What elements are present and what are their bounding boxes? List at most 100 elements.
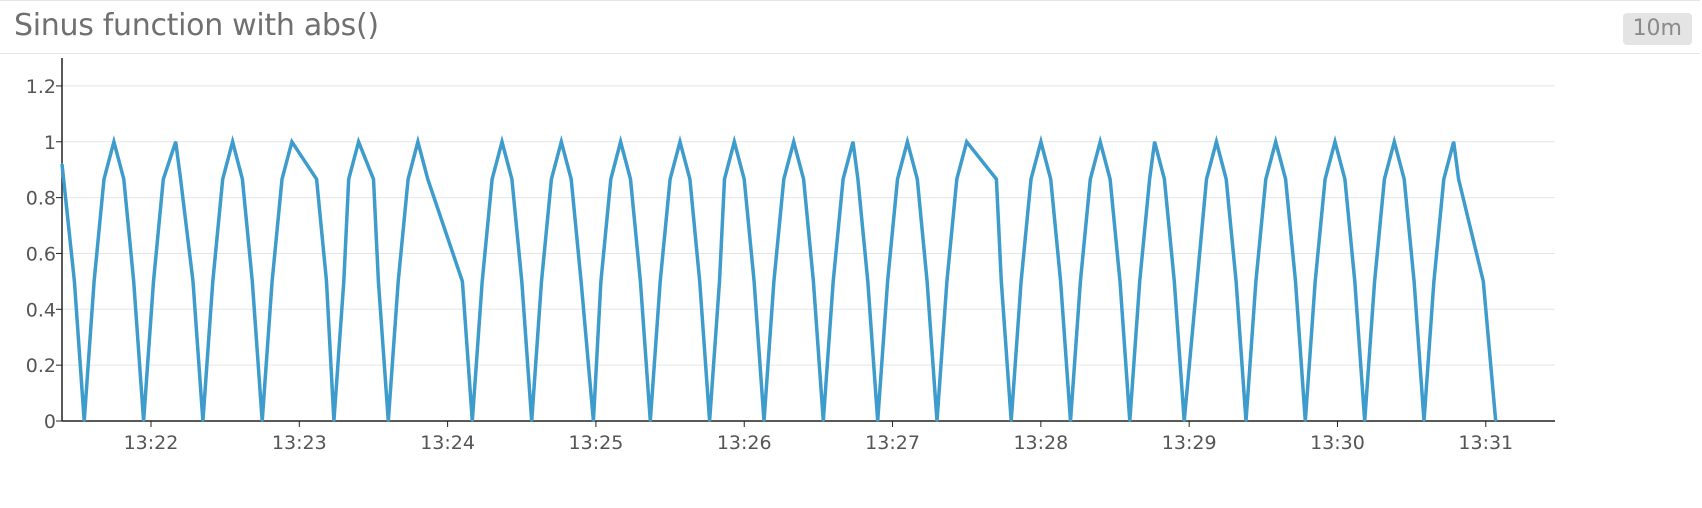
data-point (995, 178, 998, 180)
data-point (202, 420, 204, 422)
x-axis-ticks: 13:22 13:23 13:24 13:25 13:26 13:27 13:28 13:29… (124, 421, 1513, 454)
data-point (291, 140, 293, 143)
data-point (842, 178, 844, 180)
data-point (1294, 280, 1297, 283)
y-tick-label: 1.2 (26, 76, 56, 98)
data-point (397, 280, 399, 283)
data-point (511, 178, 513, 180)
data-point (471, 420, 474, 422)
data-point (669, 178, 671, 180)
data-point (926, 280, 928, 283)
data-point (417, 140, 419, 143)
data-point (718, 280, 721, 283)
x-tick-label: 13:27 (865, 432, 920, 454)
data-point (1324, 178, 1326, 180)
data-point (906, 140, 909, 143)
data-point (916, 178, 919, 180)
data-point (427, 178, 429, 180)
line-chart: 00.20.40.60.811.2 13:22 13:23 13:24 13:25 13… (26, 58, 1555, 454)
data-point (1069, 420, 1072, 422)
data-point (1393, 140, 1396, 143)
data-point (733, 140, 736, 143)
data-point (174, 140, 177, 143)
data-point (1433, 280, 1435, 283)
data-point (271, 280, 273, 283)
data-point (1119, 280, 1121, 283)
y-tick-label: 1 (44, 132, 56, 154)
data-point (1099, 140, 1101, 143)
data-point (1153, 140, 1156, 143)
data-point (956, 178, 958, 180)
data-point (965, 140, 968, 143)
y-tick-label: 0.4 (26, 299, 56, 321)
x-tick-label: 13:28 (1013, 432, 1068, 454)
data-point (530, 420, 533, 422)
y-tick-label: 0.2 (26, 355, 56, 377)
data-point (1423, 420, 1425, 422)
y-axis-ticks: 0 0.2 0.4 0.6 0.8 1 1.2 (26, 76, 62, 433)
data-point (1225, 178, 1228, 180)
data-point (698, 280, 701, 283)
grid (62, 85, 1555, 366)
data-point (461, 280, 464, 283)
data-point (679, 140, 681, 143)
data-point (142, 420, 145, 422)
data-point (122, 178, 125, 180)
data-point (1334, 140, 1336, 143)
data-point (1304, 420, 1307, 422)
data-point (103, 178, 105, 180)
data-point (192, 280, 194, 283)
data-point (619, 140, 622, 143)
data-point (1059, 280, 1062, 283)
y-tick-label: 0.6 (26, 243, 56, 265)
time-range-badge[interactable]: 10m (1622, 13, 1692, 45)
data-point (1255, 280, 1257, 283)
data-point (1363, 420, 1366, 422)
data-point (832, 280, 835, 283)
data-point (1494, 420, 1497, 422)
data-point (1030, 178, 1032, 180)
data-point (491, 178, 493, 180)
data-point (1482, 280, 1485, 283)
data-point (315, 178, 318, 180)
data-point (580, 280, 582, 283)
data-point (782, 178, 785, 180)
series-layer (60, 134, 1498, 422)
data-point (1274, 140, 1277, 143)
data-point (1148, 178, 1151, 180)
data-point (1129, 420, 1131, 422)
data-point (763, 420, 765, 422)
data-point (481, 280, 484, 283)
data-point (649, 420, 652, 422)
data-point (152, 280, 155, 283)
data-point (822, 420, 825, 422)
data-point (221, 178, 224, 180)
data-point (251, 280, 254, 283)
data-point (1010, 420, 1012, 422)
data-point (812, 280, 815, 283)
data-point (347, 178, 350, 180)
data-point (261, 420, 264, 422)
data-point (1235, 280, 1237, 283)
data-point (1205, 178, 1208, 180)
data-point (1413, 280, 1415, 283)
data-point (540, 280, 543, 283)
data-point (708, 420, 711, 422)
data-point (1000, 280, 1003, 283)
data-point (1314, 280, 1317, 283)
data-point (241, 178, 244, 180)
data-point (83, 420, 86, 422)
data-point (1049, 178, 1052, 180)
data-point (659, 280, 661, 283)
data-point (1457, 178, 1460, 180)
series-line (60, 134, 1498, 422)
data-point (1245, 420, 1247, 422)
data-point (407, 178, 409, 180)
data-point (520, 280, 523, 283)
x-tick-label: 13:25 (569, 432, 624, 454)
data-point (1344, 178, 1346, 180)
x-tick-label: 13:30 (1310, 432, 1365, 454)
data-point (792, 140, 795, 143)
data-point (211, 280, 214, 283)
